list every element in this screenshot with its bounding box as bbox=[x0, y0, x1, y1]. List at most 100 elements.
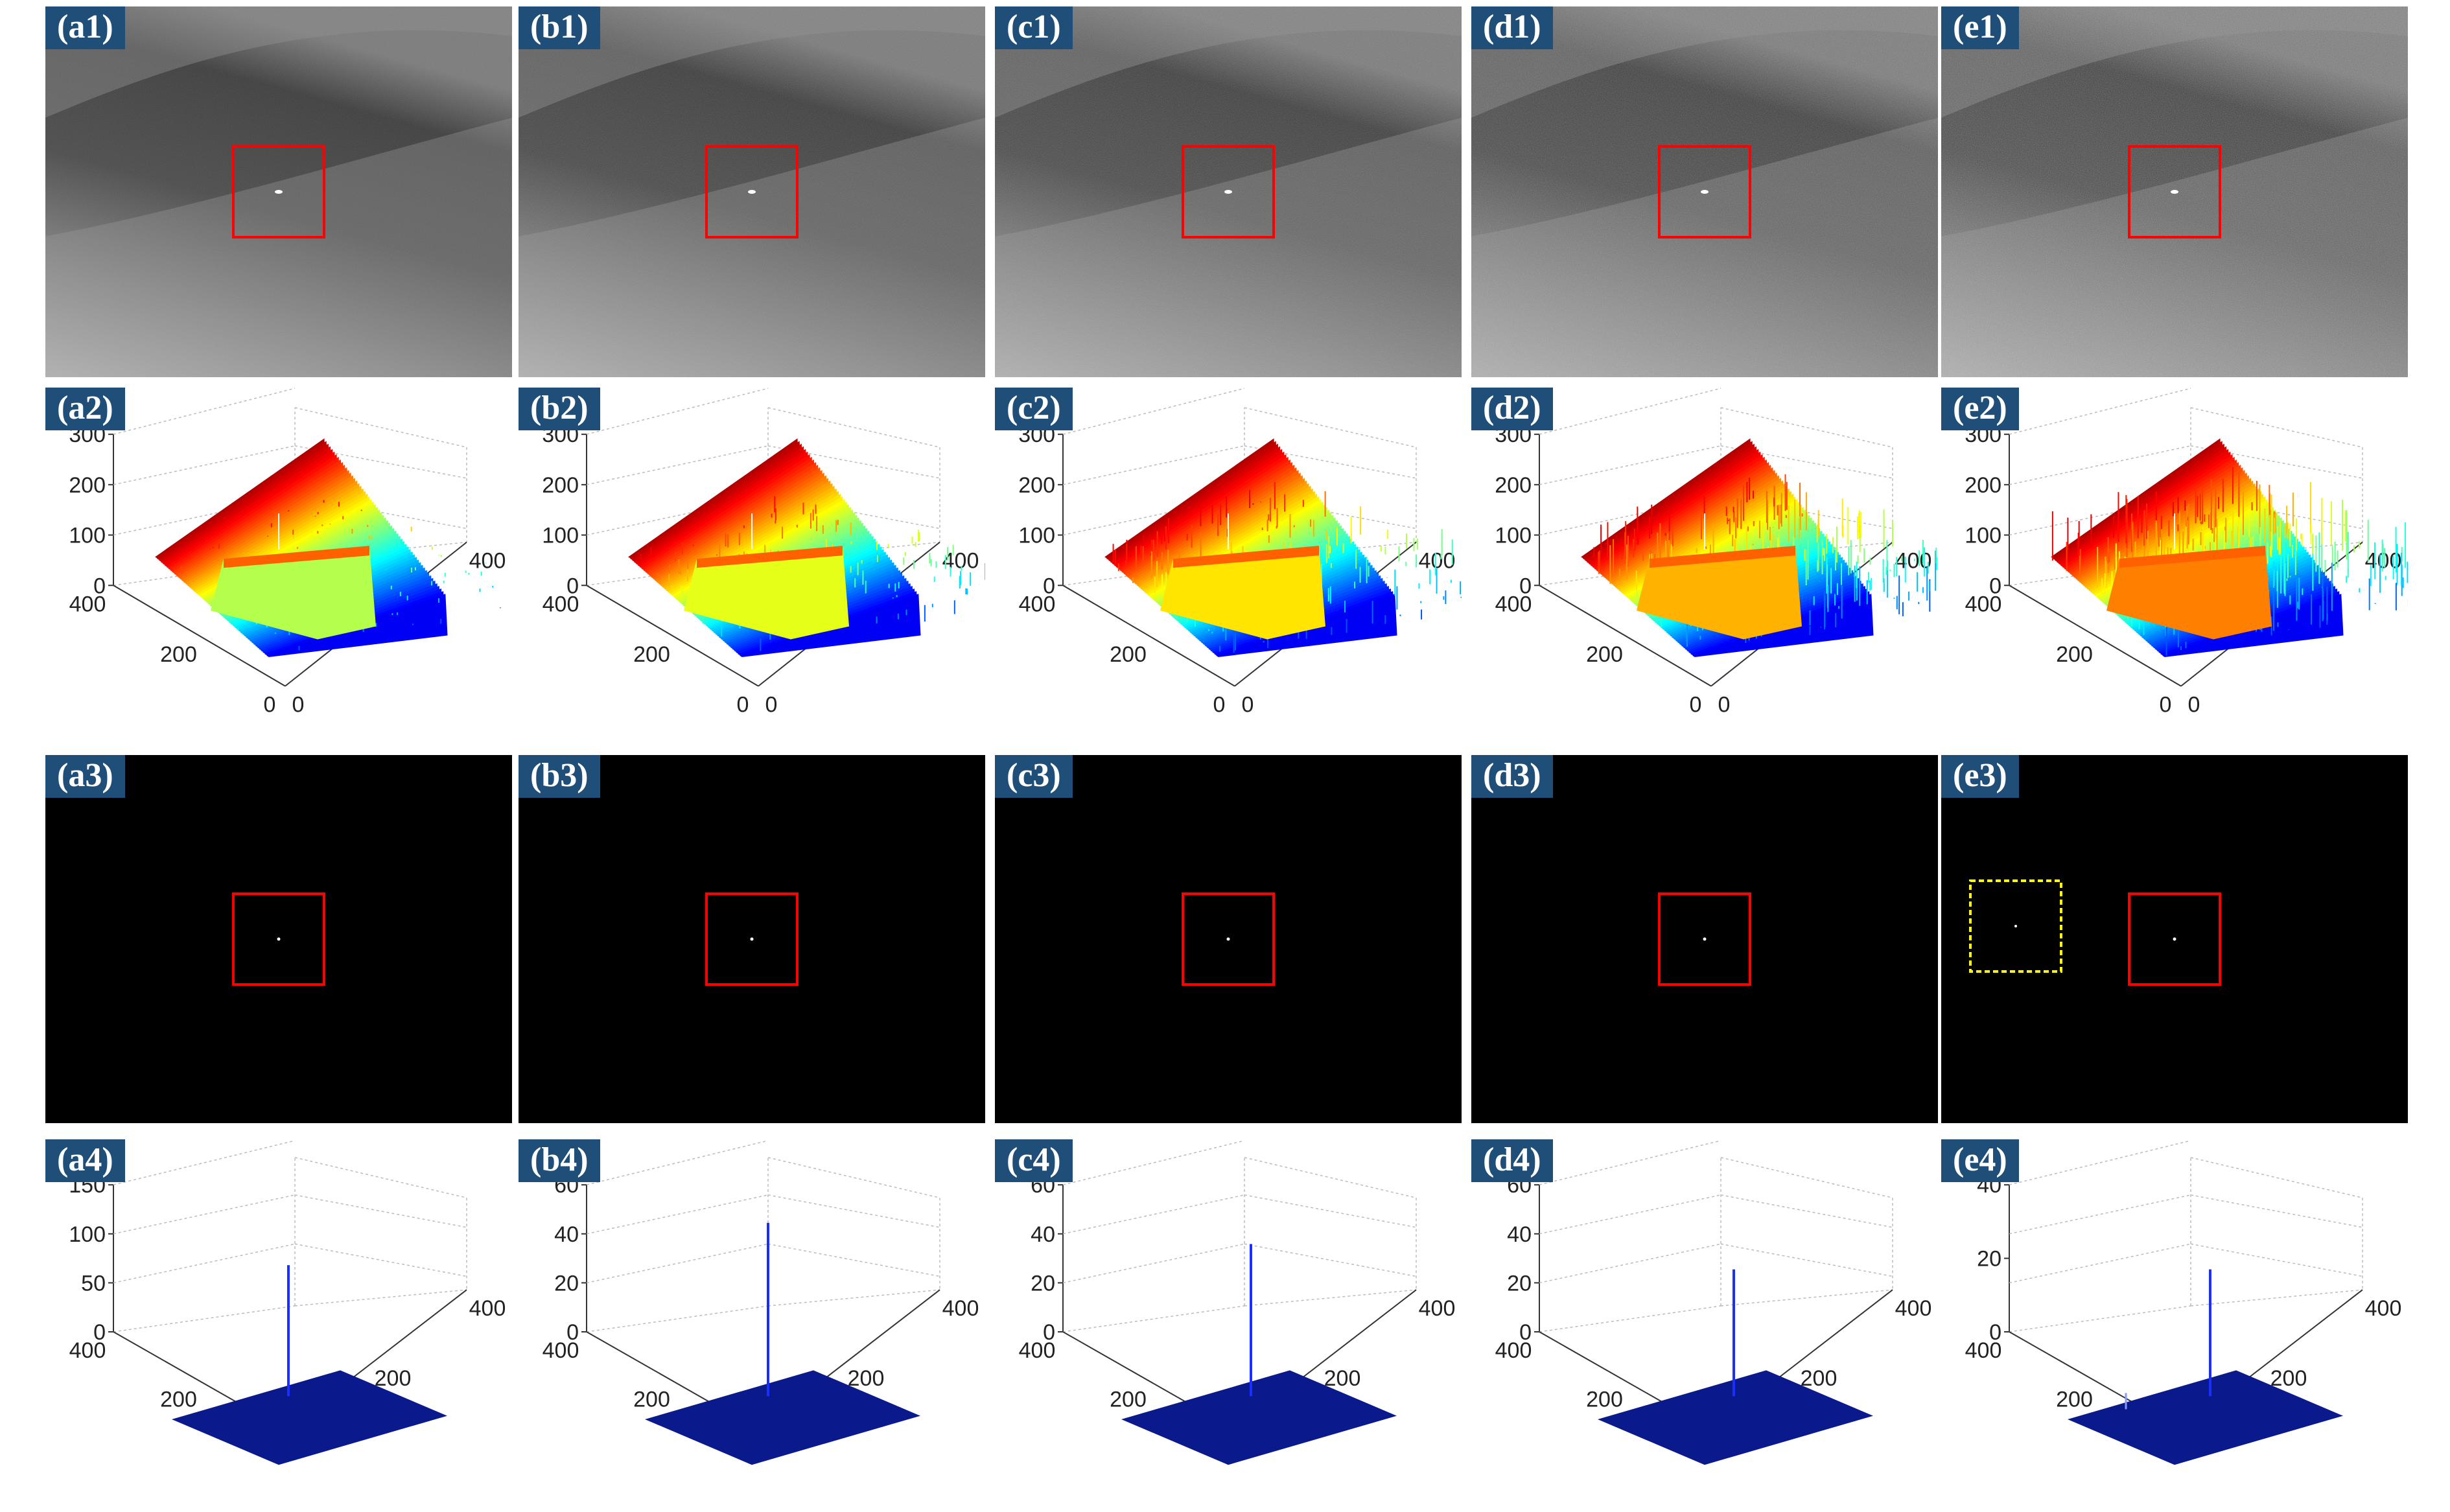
detected-target bbox=[1226, 937, 1230, 941]
z-tick-label: 0 bbox=[1989, 1320, 2001, 1345]
z-tick-label: 100 bbox=[1495, 524, 1532, 548]
detection-surface-svg: 604020040020000200400 bbox=[1019, 1140, 1456, 1465]
detected-target bbox=[2173, 937, 2176, 941]
panel-e1: (e1) bbox=[1941, 6, 2408, 377]
detection-surface-svg: 4020040020000200400 bbox=[1965, 1140, 2402, 1465]
panel-label: (d2) bbox=[1471, 388, 1553, 430]
detected-target bbox=[1703, 937, 1707, 941]
z-tick-label: 200 bbox=[542, 473, 579, 498]
panel-label: (b4) bbox=[519, 1139, 600, 1182]
target-box bbox=[232, 145, 325, 238]
detection-floor bbox=[1598, 1370, 1873, 1465]
target-box bbox=[705, 892, 799, 986]
z-tick-label: 50 bbox=[81, 1271, 106, 1296]
z-tick-label: 200 bbox=[1018, 473, 1055, 498]
y-tick-label: 400 bbox=[1495, 1338, 1532, 1363]
y-tick-label: 200 bbox=[633, 642, 670, 667]
panel-label: (d4) bbox=[1471, 1139, 1553, 1182]
y-tick-label: 0 bbox=[1213, 693, 1226, 717]
z-tick-label: 100 bbox=[69, 524, 106, 548]
y-tick-label: 400 bbox=[1965, 592, 2002, 616]
x-tick-label: 400 bbox=[469, 549, 506, 574]
z-tick-label: 0 bbox=[1043, 574, 1055, 598]
z-tick-label: 0 bbox=[93, 574, 106, 598]
y-tick-label: 400 bbox=[1495, 592, 1532, 616]
x-tick-label: 400 bbox=[1895, 1296, 1932, 1321]
panel-label: (e2) bbox=[1941, 388, 2019, 430]
y-tick-label: 400 bbox=[69, 592, 106, 616]
panel-label: (c3) bbox=[995, 755, 1073, 798]
panel-a3: (a3) bbox=[45, 755, 512, 1123]
y-axis bbox=[1062, 585, 1235, 687]
detection-floor bbox=[645, 1370, 920, 1465]
y-tick-label: 200 bbox=[2056, 1388, 2093, 1412]
panel-label: (c4) bbox=[995, 1139, 1073, 1182]
surface-plateau bbox=[684, 546, 849, 640]
surface-plateau-top bbox=[1650, 546, 1795, 568]
y-tick-label: 200 bbox=[1110, 1388, 1147, 1412]
x-tick-label: 0 bbox=[292, 693, 305, 717]
panel-e2: (e2)300200100040020000200400 bbox=[1941, 388, 2408, 747]
panel-b3: (b3) bbox=[519, 755, 985, 1123]
panel-label: (b3) bbox=[519, 755, 600, 798]
surface-plot-svg: 300200100040020000200400 bbox=[1495, 388, 1938, 717]
panel-e3: (e3) bbox=[1941, 755, 2408, 1123]
target-box bbox=[232, 892, 325, 986]
x-tick-label: 200 bbox=[375, 1366, 412, 1391]
z-tick-label: 20 bbox=[554, 1271, 579, 1296]
y-tick-label: 400 bbox=[1019, 1338, 1056, 1363]
x-tick-label: 400 bbox=[1419, 1296, 1456, 1321]
surface-plateau bbox=[1160, 546, 1325, 640]
panel-d1: (d1) bbox=[1471, 6, 1938, 377]
surface-plateau-top bbox=[1173, 546, 1319, 568]
z-tick-label: 0 bbox=[1043, 1320, 1055, 1345]
surface-plot-svg: 300200100040020000200400 bbox=[542, 388, 985, 717]
panel-label: (e4) bbox=[1941, 1139, 2019, 1182]
y-tick-label: 400 bbox=[1965, 1338, 2002, 1363]
surface-plateau bbox=[1637, 546, 1802, 640]
target-dot bbox=[1224, 190, 1232, 194]
detection-surface-svg: 15010050040020000200400 bbox=[69, 1140, 506, 1465]
y-tick-label: 0 bbox=[2160, 693, 2172, 717]
target-box bbox=[1658, 145, 1751, 238]
target-box bbox=[1658, 892, 1751, 986]
target-box bbox=[1182, 145, 1275, 238]
false-alarm-box bbox=[1969, 879, 2062, 973]
panel-label: (c2) bbox=[995, 388, 1073, 430]
x-tick-label: 400 bbox=[942, 1296, 979, 1321]
panel-c1: (c1) bbox=[995, 6, 1462, 377]
panel-label: (a2) bbox=[45, 388, 125, 430]
panel-label: (b1) bbox=[519, 6, 600, 49]
y-tick-label: 0 bbox=[737, 693, 749, 717]
z-tick-label: 100 bbox=[1965, 524, 2001, 548]
y-tick-label: 200 bbox=[1110, 642, 1147, 667]
detection-floor bbox=[1121, 1370, 1397, 1465]
y-tick-label: 200 bbox=[2056, 642, 2093, 667]
panel-a1: (a1) bbox=[45, 6, 512, 377]
infrared-image-svg bbox=[1941, 6, 2408, 377]
detection-map-svg bbox=[1471, 755, 1938, 1123]
detected-target bbox=[750, 937, 754, 941]
panel-c2: (c2)300200100040020000200400 bbox=[995, 388, 1462, 747]
panel-b2: (b2)300200100040020000200400 bbox=[519, 388, 985, 747]
panel-label: (a3) bbox=[45, 755, 125, 798]
panel-c3: (c3) bbox=[995, 755, 1462, 1123]
detection-floor bbox=[2068, 1370, 2343, 1465]
target-dot bbox=[275, 190, 283, 194]
detection-surface-svg: 604020040020000200400 bbox=[542, 1140, 979, 1465]
panel-d2: (d2)300200100040020000200400 bbox=[1471, 388, 1938, 747]
x-tick-label: 0 bbox=[1242, 693, 1254, 717]
z-tick-label: 40 bbox=[1507, 1222, 1532, 1247]
panel-label: (e3) bbox=[1941, 755, 2019, 798]
y-tick-label: 200 bbox=[1586, 642, 1623, 667]
x-tick-label: 0 bbox=[2188, 693, 2200, 717]
surface-plateau-top bbox=[2119, 546, 2265, 568]
z-tick-label: 100 bbox=[69, 1222, 106, 1247]
panel-e4: (e4)4020040020000200400 bbox=[1941, 1139, 2408, 1489]
y-tick-label: 0 bbox=[264, 693, 276, 717]
infrared-image-svg bbox=[1471, 6, 1938, 377]
z-tick-label: 200 bbox=[1495, 473, 1532, 498]
x-tick-label: 200 bbox=[1801, 1366, 1838, 1391]
x-tick-label: 400 bbox=[2365, 1296, 2402, 1321]
z-tick-label: 20 bbox=[1977, 1247, 2001, 1272]
